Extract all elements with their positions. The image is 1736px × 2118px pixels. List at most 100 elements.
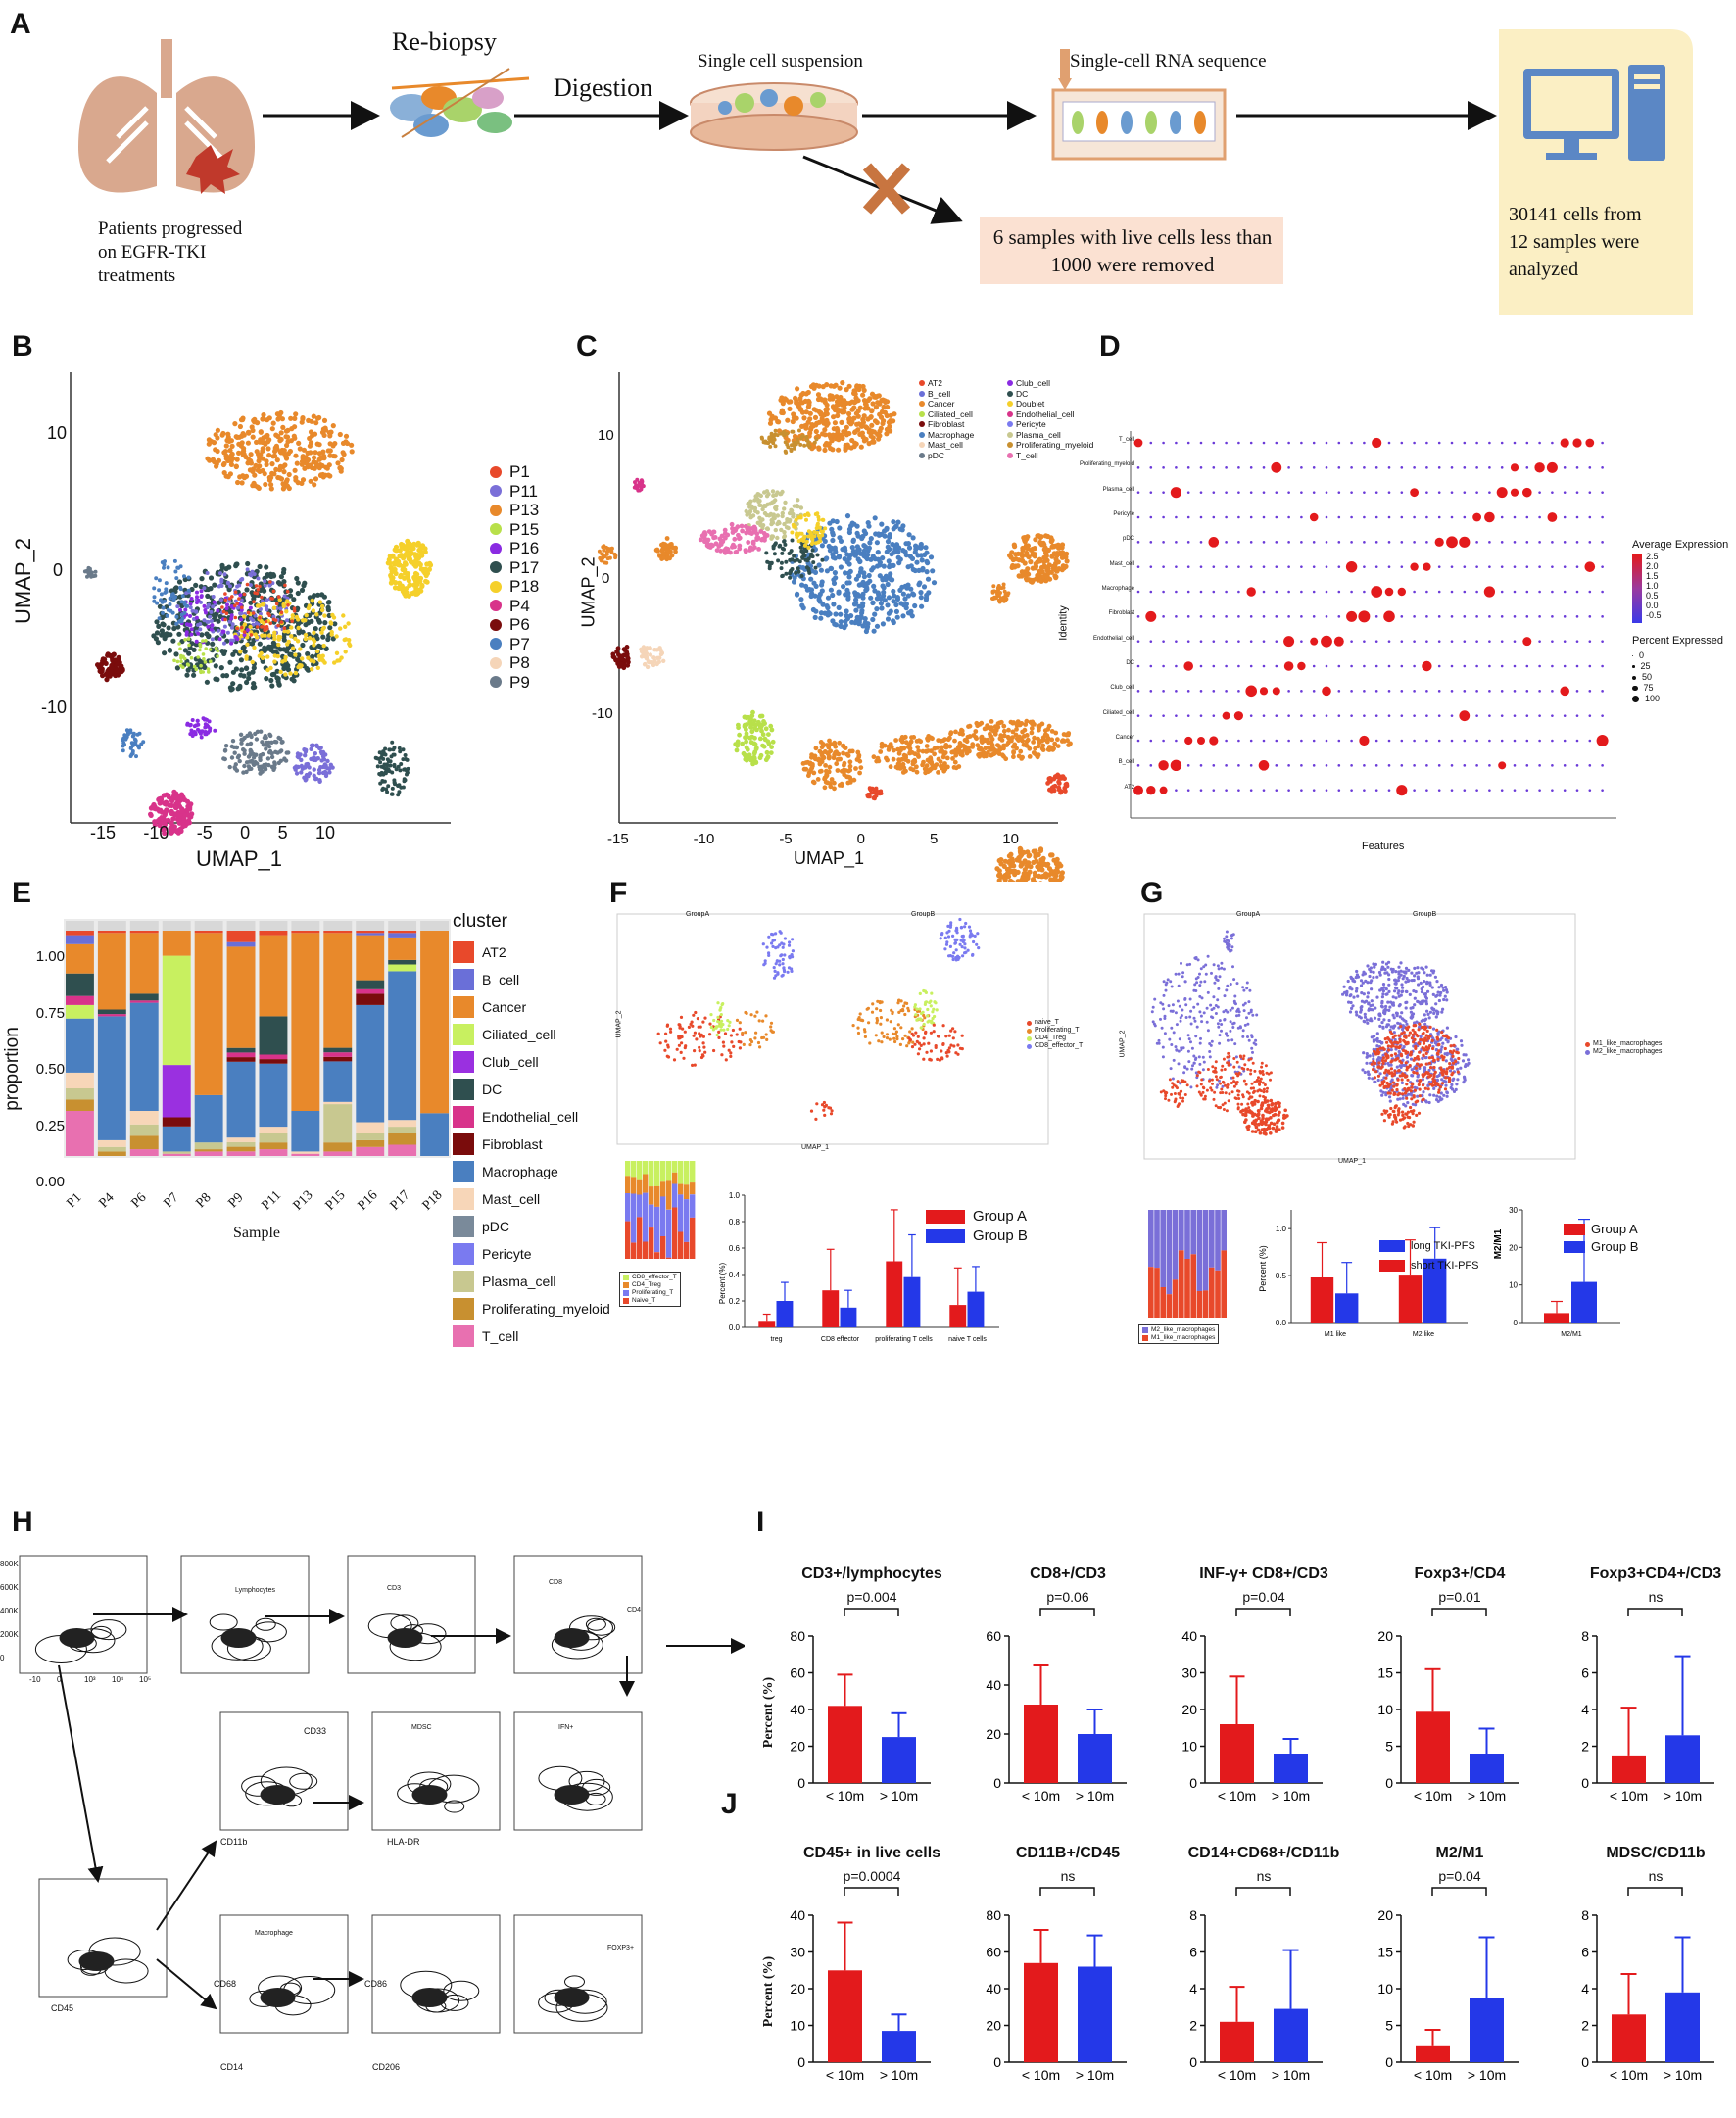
umap-point bbox=[277, 647, 283, 652]
dot bbox=[1500, 565, 1504, 568]
dot bbox=[1237, 441, 1240, 445]
umap-point bbox=[1007, 858, 1013, 864]
legend-dot bbox=[490, 580, 502, 593]
umap-point bbox=[859, 603, 866, 609]
umap-point bbox=[260, 740, 265, 745]
umap-point bbox=[625, 662, 631, 668]
umap-point bbox=[823, 526, 828, 531]
legend-dot bbox=[490, 676, 502, 689]
umap-point bbox=[856, 547, 862, 553]
umap-point bbox=[908, 563, 914, 569]
dot bbox=[1287, 441, 1290, 445]
dot bbox=[1410, 488, 1419, 498]
umap-point bbox=[256, 458, 262, 464]
umap-point bbox=[225, 457, 231, 463]
umap-point bbox=[290, 619, 295, 623]
umap-point bbox=[233, 603, 237, 608]
umap-point bbox=[835, 768, 841, 773]
umap-point bbox=[413, 557, 419, 563]
umap-point bbox=[801, 415, 807, 421]
umap-point bbox=[733, 528, 738, 533]
umap-point bbox=[175, 604, 180, 609]
dot bbox=[1186, 615, 1190, 618]
dot bbox=[1601, 491, 1604, 494]
umap-point bbox=[266, 744, 272, 749]
umap-point bbox=[823, 407, 829, 412]
umap-point bbox=[327, 770, 332, 775]
umap-point bbox=[766, 741, 772, 746]
umap-point bbox=[1006, 727, 1011, 733]
umap-point bbox=[872, 796, 877, 801]
umap-point bbox=[296, 440, 302, 446]
legend-dot bbox=[1007, 421, 1013, 428]
umap-point bbox=[169, 796, 175, 803]
dot bbox=[1463, 441, 1467, 445]
umap-point bbox=[795, 591, 800, 597]
umap-point bbox=[1018, 846, 1024, 852]
umap-point bbox=[201, 716, 206, 721]
umap-point bbox=[300, 454, 306, 459]
umap-point bbox=[230, 622, 235, 627]
umap-point bbox=[255, 420, 261, 426]
umap-point bbox=[296, 625, 301, 631]
umap-point bbox=[824, 411, 830, 417]
umap-point bbox=[820, 557, 825, 562]
umap-point bbox=[804, 438, 809, 443]
dot bbox=[1372, 437, 1382, 449]
dot bbox=[1551, 565, 1554, 568]
umap-point bbox=[120, 667, 125, 673]
umap-point bbox=[281, 469, 287, 475]
legend-label: P7 bbox=[509, 634, 530, 653]
umap-point bbox=[233, 590, 238, 594]
legend-dot bbox=[919, 452, 925, 458]
umap-point bbox=[423, 578, 429, 584]
umap-point bbox=[308, 478, 313, 484]
umap-point bbox=[806, 545, 811, 550]
legend-item: Mast_cell bbox=[919, 440, 1007, 451]
umap-point bbox=[924, 744, 930, 748]
umap-point bbox=[778, 543, 783, 548]
workflow-diagram bbox=[78, 29, 1693, 315]
dot bbox=[1271, 461, 1282, 473]
umap-sample-plot bbox=[70, 372, 451, 837]
dot bbox=[1325, 515, 1328, 519]
umap-point bbox=[411, 541, 417, 547]
umap-point bbox=[388, 747, 393, 752]
umap-point bbox=[250, 483, 256, 489]
dot bbox=[1400, 441, 1404, 445]
umap-point bbox=[255, 729, 261, 734]
umap-point bbox=[895, 519, 901, 525]
umap-point bbox=[270, 454, 276, 459]
umap-point bbox=[761, 536, 767, 542]
legend-label: Pericyte bbox=[1016, 419, 1046, 429]
umap-point bbox=[166, 565, 170, 570]
umap-point bbox=[192, 664, 197, 669]
umap-point bbox=[907, 742, 912, 746]
umap-point bbox=[296, 629, 302, 635]
umap-point bbox=[169, 593, 174, 598]
umap-point bbox=[178, 607, 182, 612]
umap-point bbox=[909, 613, 915, 619]
umap-point bbox=[1020, 738, 1026, 744]
umap-point bbox=[849, 545, 855, 551]
umap-point bbox=[1064, 781, 1070, 787]
umap-point bbox=[414, 582, 420, 588]
umap-point bbox=[648, 652, 653, 657]
umap-point bbox=[820, 529, 825, 534]
umap-point bbox=[634, 483, 639, 488]
umap-point bbox=[829, 393, 835, 399]
umap-point bbox=[885, 757, 890, 763]
umap-point bbox=[745, 512, 749, 517]
umap-point bbox=[1009, 738, 1014, 744]
umap-point bbox=[161, 631, 167, 638]
dot bbox=[1363, 515, 1366, 519]
umap-point bbox=[397, 746, 402, 750]
umap-point bbox=[239, 598, 244, 602]
umap-point bbox=[230, 651, 236, 657]
umap-point bbox=[903, 541, 909, 547]
umap-point bbox=[1048, 779, 1053, 784]
dot bbox=[1149, 590, 1153, 594]
umap-point bbox=[803, 543, 807, 548]
umap-point bbox=[177, 795, 183, 801]
dot bbox=[1400, 541, 1404, 544]
